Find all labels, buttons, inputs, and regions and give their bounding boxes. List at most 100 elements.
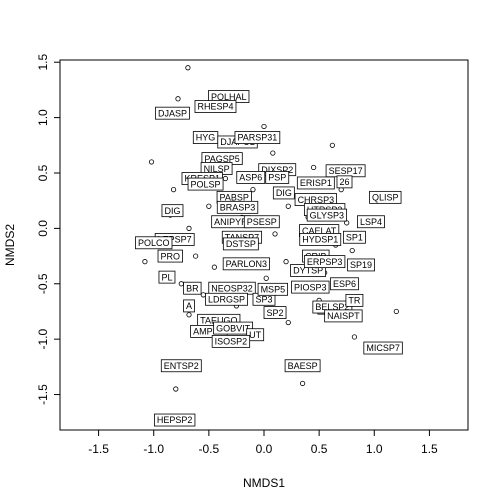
species-label-box: [306, 208, 347, 222]
species-label-box: [205, 292, 248, 306]
species-label: SP1: [343, 230, 366, 244]
x-tick-label: -1.0: [143, 442, 164, 456]
y-tick-label: -0.5: [36, 273, 50, 294]
species-label-box: [336, 175, 353, 189]
species-label-text: A: [186, 301, 192, 311]
data-point: [299, 380, 306, 387]
species-label-box: [161, 204, 184, 218]
species-label-text: NAISPT: [327, 311, 360, 321]
species-label: ESP6: [330, 277, 359, 291]
species-label-box: [347, 258, 375, 272]
data-point: [175, 96, 181, 102]
species-label-box: [243, 215, 280, 229]
data-point: [349, 247, 355, 254]
species-label-text: ANIPYR: [214, 217, 248, 227]
species-label-text: BELSP2: [315, 302, 349, 312]
species-label: NEOSP32: [208, 281, 256, 295]
y-tick-label: 1.0: [36, 109, 50, 126]
species-label-text: LSP4: [360, 217, 382, 227]
species-label-text: SP2: [267, 308, 284, 318]
species-label-text: HYDSP1: [302, 235, 338, 245]
species-label-box: [183, 299, 195, 313]
x-tick-label: -0.5: [199, 442, 220, 456]
species-label: DIG: [161, 204, 184, 218]
species-label-box: [216, 200, 259, 214]
species-label-text: 26: [339, 177, 349, 187]
species-label: PSP: [265, 171, 290, 184]
y-axis-label: NMDS2: [3, 224, 17, 266]
species-label: PL: [158, 270, 176, 284]
species-label-text: PAGSP5: [204, 154, 239, 164]
species-label: HYDSP1: [299, 233, 342, 246]
species-label-text: LEPSP7: [158, 235, 192, 245]
species-label-text: MSP5: [261, 285, 286, 295]
species-label-text: BR: [186, 283, 199, 293]
species-label-text: CHRSP3: [298, 195, 335, 205]
species-label-text: PIOSP3: [294, 282, 327, 292]
species-label-box: [299, 233, 342, 246]
species-label: NAISPT: [324, 309, 363, 323]
species-label-text: ERISP1: [300, 178, 332, 188]
species-label-text: ERPSP3: [307, 257, 343, 267]
species-label-text: ESP6: [333, 279, 356, 289]
species-label-box: [222, 237, 259, 251]
species-label: PIOSP3: [291, 280, 330, 294]
species-label: POLCO: [135, 236, 173, 250]
species-label-text: DSTSP: [226, 239, 256, 249]
species-label: QLISP: [369, 190, 402, 204]
data-point: [283, 259, 289, 265]
data-point: [148, 159, 155, 165]
species-label: GOBVIT: [213, 321, 254, 335]
data-point: [186, 312, 192, 318]
species-label: SP3: [252, 292, 276, 306]
species-label: GLYSP3: [306, 208, 347, 222]
species-label: PAGSP5: [201, 152, 243, 165]
species-label-box: [369, 190, 402, 204]
species-label-text: TAEUGO: [200, 316, 237, 326]
data-point: [285, 319, 291, 326]
species-label-box: [330, 277, 359, 291]
species-label: PARLON3: [222, 257, 270, 271]
species-label-text: TR: [348, 296, 360, 306]
species-label: PARSP31: [234, 131, 281, 144]
species-label-box: [187, 177, 224, 191]
labels-layer: POLHALRHESP4DJASPHYGDJAPULPARSP31PAGSP5N…: [135, 90, 403, 427]
species-label: POLSP: [187, 177, 224, 191]
data-point: [206, 203, 212, 209]
y-tick-label: 0.5: [36, 164, 50, 181]
species-label: PRO: [157, 249, 183, 263]
species-label-text: MICSP7: [366, 343, 400, 353]
y-tick-label: 1.5: [36, 54, 50, 71]
species-label: ERISP1: [296, 176, 335, 190]
species-label: DSTSP: [222, 237, 259, 251]
species-label-text: ASP6: [239, 173, 262, 183]
species-label-box: [284, 359, 321, 373]
species-label-text: DJASP: [158, 108, 187, 118]
x-axis-label: NMDS1: [243, 476, 285, 490]
species-label: A: [183, 299, 195, 313]
species-label-text: POLSP: [191, 179, 221, 189]
species-label-text: DIXSP2: [261, 165, 293, 175]
x-tick-label: 0.0: [256, 442, 273, 456]
species-label-box: [257, 282, 288, 296]
species-label-text: LDRGSP: [208, 294, 245, 304]
species-label-box: [154, 413, 196, 427]
data-point: [186, 225, 192, 231]
species-label-box: [363, 341, 403, 355]
species-label-box: [324, 309, 363, 323]
species-label-text: POLHAL: [211, 92, 247, 102]
species-label-box: [265, 171, 290, 184]
species-label-text: NEOSP32: [211, 283, 253, 293]
species-label-text: PARLON3: [226, 259, 267, 269]
data-point: [270, 150, 276, 156]
species-label-box: [291, 280, 330, 294]
data-point: [193, 253, 199, 259]
species-label: ASP6: [236, 171, 266, 184]
species-label-text: NILSP: [204, 164, 230, 174]
species-label-box: [303, 255, 346, 269]
species-label: TR: [345, 293, 364, 307]
species-label-text: DYTSP: [293, 266, 323, 276]
data-point: [272, 231, 278, 237]
